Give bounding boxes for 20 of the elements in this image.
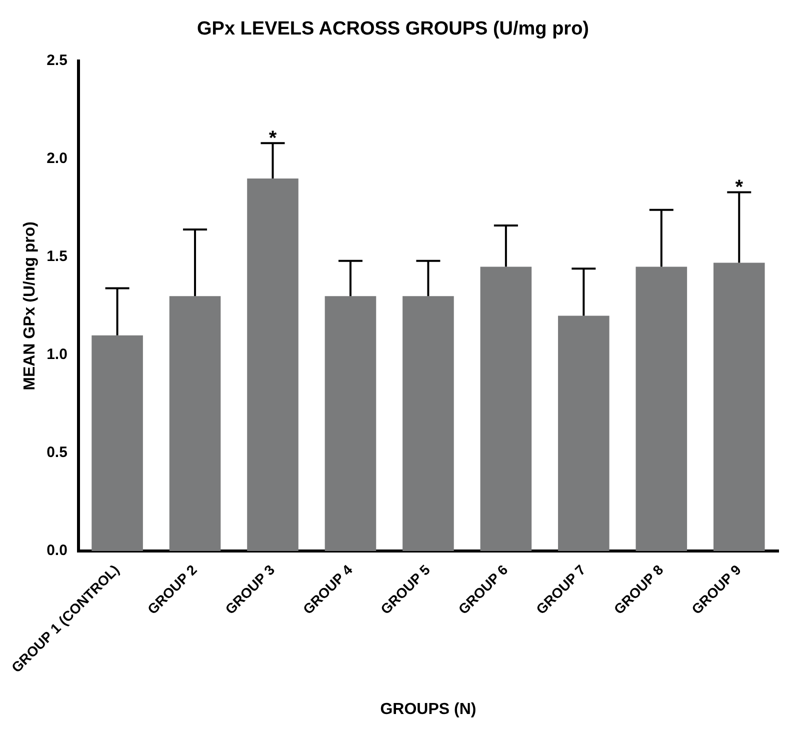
bar: [558, 316, 610, 552]
y-tick-label: 1.5: [46, 248, 68, 266]
annotation: *: [268, 128, 277, 150]
x-axis-title: GROUPS (N): [380, 700, 476, 718]
bar: [713, 262, 765, 552]
y-tick-label: 1.0: [46, 346, 68, 364]
y-tick-label: 2.0: [46, 150, 68, 167]
annotation: *: [735, 176, 744, 199]
chart-title: GPx LEVELS ACROSS GROUPS (U/mg pro): [196, 18, 590, 40]
bar: [402, 296, 454, 552]
y-tick-label: 2.5: [46, 52, 68, 69]
bar: [324, 296, 376, 552]
y-tick-label: 0.0: [46, 542, 68, 560]
y-axis-title: MEAN GPx (U/mg pro): [21, 221, 38, 390]
bar: [169, 296, 221, 552]
bar: [247, 178, 298, 552]
bar: [480, 266, 532, 552]
y-tick-label: 0.5: [46, 444, 68, 462]
bar: [636, 266, 688, 552]
bar: [92, 335, 143, 552]
